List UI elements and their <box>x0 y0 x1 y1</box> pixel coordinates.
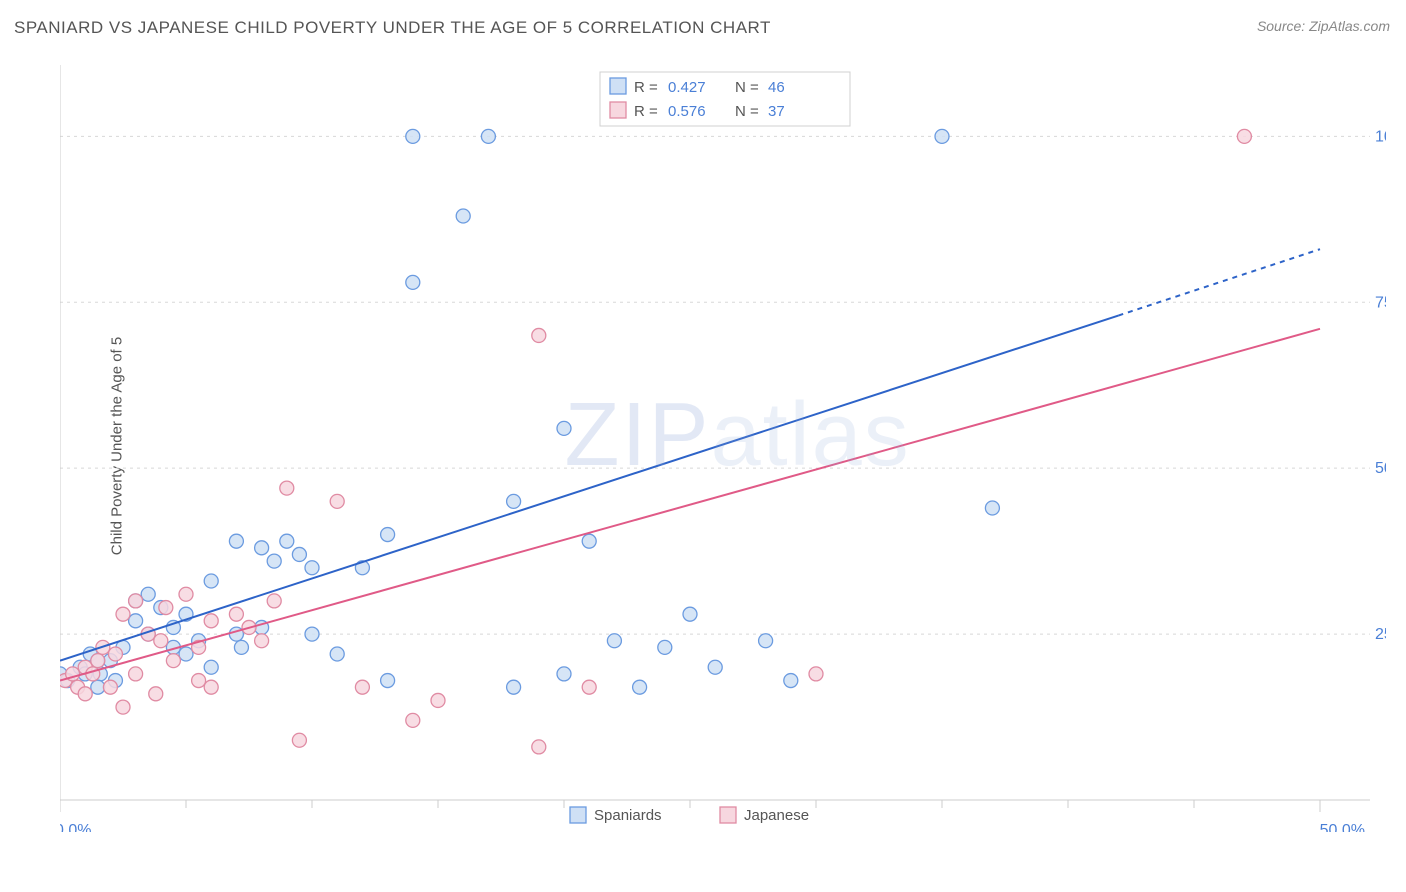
correlation-scatter-chart: 25.0% 50.0% 75.0% 100.0% 0.0% 50.0% R = 0.427 N… <box>60 60 1386 832</box>
svg-text:Japanese: Japanese <box>744 807 809 824</box>
svg-text:N =: N = <box>735 103 759 120</box>
svg-text:25.0%: 25.0% <box>1375 626 1386 643</box>
svg-text:R =: R = <box>634 79 658 96</box>
svg-text:46: 46 <box>768 79 785 96</box>
svg-text:Spaniards: Spaniards <box>594 807 662 824</box>
source-name: ZipAtlas.com <box>1309 18 1390 34</box>
svg-text:37: 37 <box>768 103 785 120</box>
svg-text:N =: N = <box>735 79 759 96</box>
svg-text:50.0%: 50.0% <box>1375 460 1386 477</box>
svg-text:R =: R = <box>634 103 658 120</box>
svg-text:100.0%: 100.0% <box>1375 128 1386 145</box>
svg-text:50.0%: 50.0% <box>1320 822 1365 832</box>
svg-text:75.0%: 75.0% <box>1375 294 1386 311</box>
source-attribution: Source: ZipAtlas.com <box>1257 18 1390 34</box>
svg-text:0.0%: 0.0% <box>60 822 91 832</box>
svg-text:0.576: 0.576 <box>668 103 706 120</box>
svg-text:0.427: 0.427 <box>668 79 706 96</box>
chart-title: SPANIARD VS JAPANESE CHILD POVERTY UNDER… <box>14 18 771 38</box>
source-prefix: Source: <box>1257 18 1309 34</box>
